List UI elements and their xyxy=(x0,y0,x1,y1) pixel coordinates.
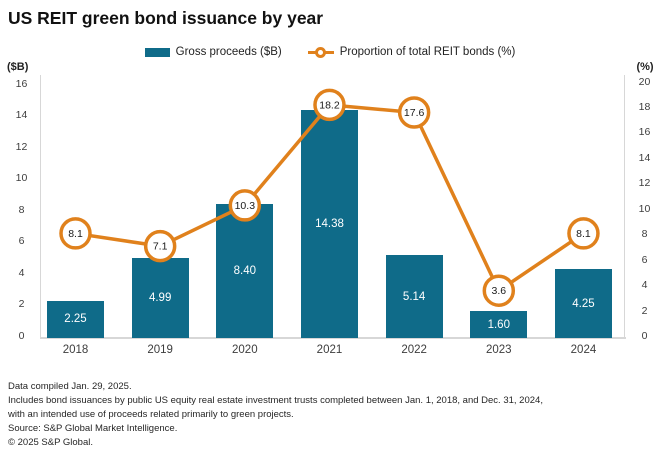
x-label-2021: 2021 xyxy=(316,344,343,356)
tick-right-16: 16 xyxy=(638,126,651,139)
legend: Gross proceeds ($B) Proportion of total … xyxy=(0,46,660,58)
bar-value-label: 8.40 xyxy=(233,264,256,277)
bar-value-label: 5.14 xyxy=(402,290,426,303)
x-label-2022: 2022 xyxy=(401,344,427,356)
x-label-2020: 2020 xyxy=(232,344,258,356)
left-axis-unit-label: ($B) xyxy=(7,61,29,73)
x-label-2024: 2024 xyxy=(570,344,597,356)
tick-left-12: 12 xyxy=(15,140,28,153)
bar-value-label: 4.25 xyxy=(572,297,595,310)
bar-2019: 4.99 xyxy=(131,257,189,338)
bar-value-label: 1.60 xyxy=(487,318,510,331)
bar-swatch-icon xyxy=(144,47,170,57)
legend-label-proportion: Proportion of total REIT bonds (%) xyxy=(339,46,516,58)
footer-line-note-2: with an intended use of proceeds related… xyxy=(8,409,294,420)
marker-2022 xyxy=(397,96,431,129)
tick-left-4: 4 xyxy=(18,266,25,279)
line-circle-marker-icon xyxy=(307,46,334,58)
legend-item-gross-proceeds: Gross proceeds ($B) xyxy=(144,46,282,58)
footer-line-copyright: © 2025 S&P Global. xyxy=(8,437,93,448)
footer-notes: Data compiled Jan. 29, 2025. Includes bo… xyxy=(8,380,543,450)
tick-left-0: 0 xyxy=(18,330,25,342)
tick-left-16: 16 xyxy=(15,77,28,90)
tick-right-4: 4 xyxy=(641,279,648,292)
bar-value-label: 2.25 xyxy=(64,313,87,326)
bar-value-label: 4.99 xyxy=(148,291,172,304)
marker-2024 xyxy=(567,217,600,250)
bar-2018: 2.25 xyxy=(47,300,104,338)
y-axis-left xyxy=(39,75,42,338)
legend-item-proportion: Proportion of total REIT bonds (%) xyxy=(307,46,516,58)
marker-2023 xyxy=(482,274,516,307)
tick-right-12: 12 xyxy=(638,177,651,190)
bar-value-label: 14.38 xyxy=(315,217,344,230)
tick-left-14: 14 xyxy=(15,109,28,122)
bar-2020: 8.40 xyxy=(216,203,274,338)
tick-right-8: 8 xyxy=(641,228,648,241)
footer-line-source: Source: S&P Global Market Intelligence. xyxy=(8,423,178,434)
tick-right-2: 2 xyxy=(641,304,648,317)
tick-right-10: 10 xyxy=(638,202,651,215)
tick-left-6: 6 xyxy=(18,235,25,248)
footer-line-compiled: Data compiled Jan. 29, 2025. xyxy=(8,381,132,392)
marker-value-label: 8.1 xyxy=(576,228,591,240)
tick-right-20: 20 xyxy=(638,75,651,88)
marker-value-label: 17.6 xyxy=(404,107,425,119)
y-axis-right xyxy=(623,75,626,338)
tick-left-8: 8 xyxy=(18,203,25,216)
tick-right-6: 6 xyxy=(641,253,648,266)
legend-label-gross-proceeds: Gross proceeds ($B) xyxy=(175,46,282,58)
tick-right-18: 18 xyxy=(638,100,651,113)
bar-2024: 4.25 xyxy=(554,269,612,338)
legend-ring-icon xyxy=(315,46,327,58)
marker-2019 xyxy=(143,229,177,263)
footer-line-note-1: Includes bond issuances by public US equ… xyxy=(8,395,543,406)
chart-title: US REIT green bond issuance by year xyxy=(8,8,324,28)
x-label-2023: 2023 xyxy=(486,344,512,356)
bar-2021: 14.38 xyxy=(300,109,358,338)
right-axis-unit-label: (%) xyxy=(636,61,654,73)
marker-value-label: 7.1 xyxy=(153,241,168,253)
marker-value-label: 3.6 xyxy=(491,285,506,297)
tick-left-10: 10 xyxy=(15,172,28,185)
marker-2018 xyxy=(59,217,92,250)
tick-right-14: 14 xyxy=(638,151,651,164)
tick-left-2: 2 xyxy=(18,298,25,311)
bar-2023: 1.60 xyxy=(470,311,528,338)
marker-value-label: 8.1 xyxy=(68,228,83,240)
x-label-2019: 2019 xyxy=(147,344,173,356)
x-label-2018: 2018 xyxy=(62,344,89,356)
tick-right-0: 0 xyxy=(641,330,648,342)
bar-2022: 5.14 xyxy=(385,255,443,338)
